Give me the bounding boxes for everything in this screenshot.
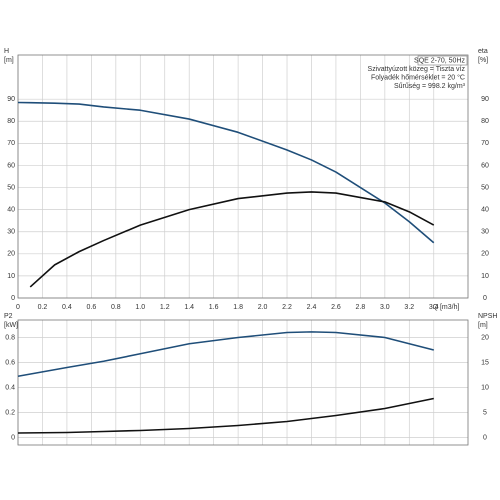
y-tick-label: 50 [7, 184, 15, 191]
y2-tick-label: 70 [481, 140, 489, 147]
curve [17, 101, 435, 244]
y-tick-label: 80 [7, 118, 15, 125]
y-axis-label: [kW] [4, 322, 18, 329]
x-tick-label: 0.6 [87, 304, 97, 311]
x-tick-label: 1.8 [233, 304, 243, 311]
y2-tick-label: 0 [483, 295, 487, 302]
x-tick-label: 3.0 [380, 304, 390, 311]
y-tick-label: 0.4 [5, 384, 15, 391]
y-tick-label: 90 [7, 96, 15, 103]
y2-tick-label: 0 [483, 434, 487, 441]
plot-frame [17, 319, 469, 446]
y-axis-label: H [4, 48, 9, 55]
x-tick-label: 1.0 [135, 304, 145, 311]
y-tick-label: 30 [7, 229, 15, 236]
y2-axis-label: [m] [478, 322, 488, 329]
annotation: Folyadék hőmérséklet = 20 °C [371, 73, 465, 81]
x-tick-label: 1.2 [160, 304, 170, 311]
annotation: Szivattyúzott közeg = Tiszta víz [368, 66, 466, 73]
x-tick-label: 0.8 [111, 304, 121, 311]
y2-tick-label: 40 [481, 206, 489, 213]
y2-axis-label: NPSH [478, 313, 497, 320]
x-tick-label: 1.4 [184, 304, 194, 311]
y2-tick-label: 10 [481, 384, 489, 391]
y-tick-label: 0.6 [5, 359, 15, 366]
y2-tick-label: 80 [481, 118, 489, 125]
y-axis-label: [m] [4, 57, 14, 64]
plot-frame [17, 54, 469, 299]
y2-tick-label: 60 [481, 162, 489, 169]
y-tick-label: 0 [11, 434, 15, 441]
x-tick-label: 0.4 [62, 304, 72, 311]
y-tick-label: 0 [11, 295, 15, 302]
y-tick-label: 60 [7, 162, 15, 169]
y-tick-label: 70 [7, 140, 15, 147]
annotation: Sűrűség = 998.2 kg/m³ [394, 83, 466, 90]
y2-tick-label: 20 [481, 334, 489, 341]
x-tick-label: 0.2 [38, 304, 48, 311]
y-tick-label: 0.8 [5, 334, 15, 341]
y2-tick-label: 15 [481, 359, 489, 366]
x-tick-label: 3.4 [429, 304, 439, 311]
y-axis-label: P2 [4, 313, 13, 320]
y-tick-label: 0.2 [5, 409, 15, 416]
y2-tick-label: 30 [481, 229, 489, 236]
y2-axis-label: eta [478, 48, 488, 55]
annotation-box [417, 55, 468, 66]
curve [17, 331, 434, 378]
curve [29, 191, 435, 288]
x-tick-label: 2.6 [331, 304, 341, 311]
y2-tick-label: 90 [481, 96, 489, 103]
x-tick-label: 1.6 [209, 304, 219, 311]
y-tick-label: 20 [7, 251, 15, 258]
x-tick-label: 2.4 [307, 304, 317, 311]
x-tick-label: 2.2 [282, 304, 292, 311]
y2-tick-label: 50 [481, 184, 489, 191]
y-tick-label: 40 [7, 206, 15, 213]
x-axis-label: Q [m3/h] [433, 304, 460, 311]
y2-tick-label: 5 [483, 409, 487, 416]
x-tick-label: 0 [16, 304, 20, 311]
y2-axis-label: [%] [478, 57, 488, 64]
x-tick-label: 2.8 [356, 304, 366, 311]
y-tick-label: 10 [7, 273, 15, 280]
x-tick-label: 2.0 [258, 304, 268, 311]
curve [17, 397, 434, 434]
y2-tick-label: 10 [481, 273, 489, 280]
y2-tick-label: 20 [481, 251, 489, 258]
annotation: SQE 2-70, 50Hz [414, 57, 465, 64]
x-tick-label: 3.2 [404, 304, 414, 311]
